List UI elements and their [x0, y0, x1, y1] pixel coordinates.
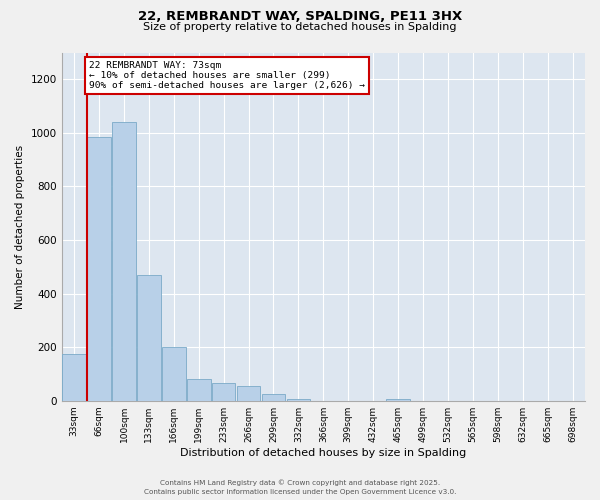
Bar	[237, 386, 260, 400]
Bar	[212, 384, 235, 400]
Y-axis label: Number of detached properties: Number of detached properties	[15, 144, 25, 308]
Bar	[162, 347, 185, 401]
Bar	[262, 394, 286, 400]
Text: 22 REMBRANDT WAY: 73sqm
← 10% of detached houses are smaller (299)
90% of semi-d: 22 REMBRANDT WAY: 73sqm ← 10% of detache…	[89, 60, 365, 90]
Text: Contains HM Land Registry data © Crown copyright and database right 2025.: Contains HM Land Registry data © Crown c…	[160, 480, 440, 486]
Text: Contains public sector information licensed under the Open Government Licence v3: Contains public sector information licen…	[144, 489, 456, 495]
Bar	[187, 380, 211, 400]
Bar	[137, 275, 161, 400]
Bar	[62, 354, 86, 401]
X-axis label: Distribution of detached houses by size in Spalding: Distribution of detached houses by size …	[180, 448, 466, 458]
Text: 22, REMBRANDT WAY, SPALDING, PE11 3HX: 22, REMBRANDT WAY, SPALDING, PE11 3HX	[138, 10, 462, 23]
Text: Size of property relative to detached houses in Spalding: Size of property relative to detached ho…	[143, 22, 457, 32]
Bar	[87, 137, 111, 400]
Bar	[112, 122, 136, 400]
